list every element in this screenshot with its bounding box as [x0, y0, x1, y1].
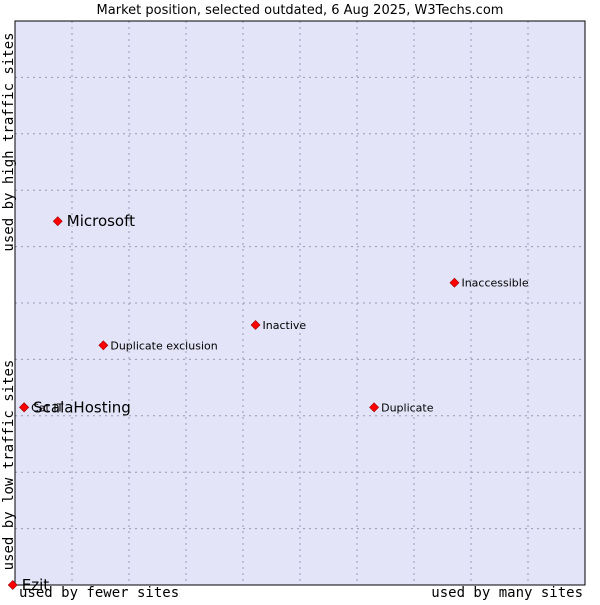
- point-marker: [369, 402, 380, 413]
- point-label: Duplicate: [381, 401, 434, 414]
- point-label: ScalaHosting: [33, 398, 131, 416]
- point-marker: [250, 320, 261, 330]
- x-axis-label-fewer-sites: used by fewer sites: [19, 585, 179, 600]
- data-point-microsoft: Microsoft: [52, 212, 135, 230]
- point-label: Inaccessible: [461, 277, 528, 290]
- data-point-inaccessible: Inaccessible: [449, 277, 529, 290]
- data-point-inactive: Inactive: [250, 319, 307, 332]
- data-point-ezit: Ezit: [7, 576, 50, 594]
- y-axis-label-low-traffic: used by low traffic sites: [1, 360, 17, 571]
- point-marker: [98, 340, 109, 351]
- point-label: Cat IT: [31, 401, 63, 414]
- data-point-duplicate: Duplicate: [369, 401, 434, 414]
- point-marker: [449, 277, 460, 288]
- point-marker: [19, 402, 30, 413]
- point-label: Duplicate exclusion: [110, 339, 217, 352]
- grid-lines: [15, 21, 585, 585]
- point-marker: [7, 580, 18, 590]
- x-axis-label-many-sites: used by many sites: [431, 585, 583, 600]
- point-label: Ezit: [22, 576, 50, 594]
- point-marker: [52, 216, 63, 227]
- chart-title: Market position, selected outdated, 6 Au…: [97, 3, 504, 18]
- plot-frame: [14, 20, 586, 586]
- y-axis-label-high-traffic: used by high traffic sites: [1, 32, 17, 251]
- point-label: Microsoft: [67, 212, 135, 230]
- data-points: Microsoft Inaccessible Inactive Duplicate e…: [7, 212, 529, 594]
- data-point-duplicate-exclusion: Duplicate exclusion: [98, 339, 218, 352]
- point-label: Inactive: [263, 319, 307, 332]
- data-point-cat-it: Cat IT: [19, 401, 64, 414]
